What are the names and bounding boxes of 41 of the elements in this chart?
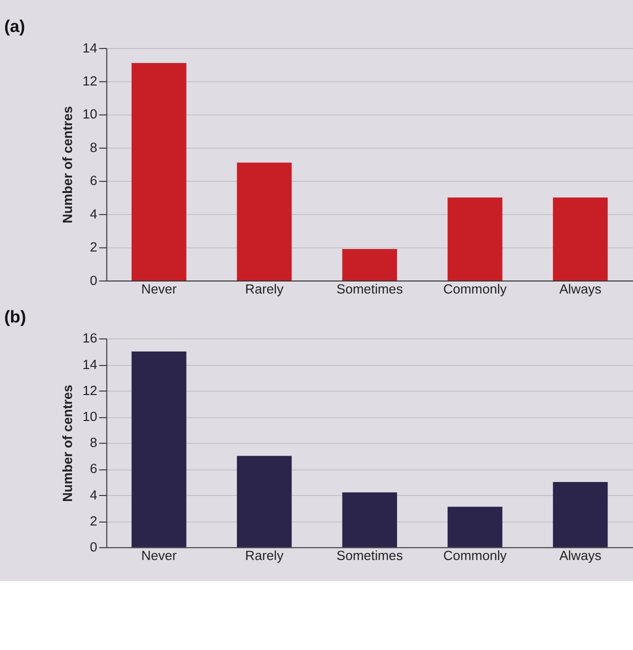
y-tick-label: 8 <box>90 435 98 450</box>
bar <box>552 482 608 548</box>
bar <box>552 197 608 281</box>
y-tick-label: 2 <box>90 513 98 528</box>
x-tick-label: Sometimes <box>336 281 404 296</box>
x-tick-label: Never <box>141 281 178 296</box>
y-tick-label: 12 <box>82 74 98 89</box>
y-tick-label: 6 <box>90 173 98 188</box>
y-tick-label: 16 <box>82 330 98 346</box>
y-tick-label: 14 <box>82 356 98 372</box>
y-tick-label: 12 <box>82 382 98 398</box>
bar <box>132 351 186 548</box>
y-axis-title: Number of centres <box>60 106 76 224</box>
x-tick-label: Rarely <box>245 548 284 564</box>
y-tick-label: 0 <box>90 272 98 288</box>
y-tick-label: 8 <box>90 140 98 155</box>
y-tick-label: 2 <box>90 240 98 255</box>
bar <box>236 456 292 548</box>
bar <box>448 197 502 281</box>
y-tick-label: 4 <box>90 206 98 222</box>
bar <box>448 506 502 548</box>
x-tick-label: Always <box>559 548 602 564</box>
x-tick-label: Commonly <box>443 548 508 564</box>
bar <box>342 492 398 548</box>
bar <box>132 62 186 281</box>
x-tick-label: Always <box>559 281 602 296</box>
x-tick-label: Sometimes <box>336 548 404 564</box>
y-tick-label: 14 <box>82 40 98 56</box>
chart-title: (a) <box>4 16 26 36</box>
y-tick-label: 4 <box>90 487 98 502</box>
x-tick-label: Never <box>141 548 178 564</box>
y-axis-title: Number of centres <box>60 384 76 502</box>
bar <box>236 162 292 281</box>
y-tick-label: 10 <box>82 106 98 122</box>
x-tick-label: Rarely <box>245 281 284 296</box>
bar <box>342 248 398 281</box>
y-tick-label: 10 <box>82 408 98 424</box>
y-tick-label: 6 <box>90 461 98 476</box>
chart-title: (b) <box>4 307 26 326</box>
x-tick-label: Commonly <box>443 281 508 296</box>
y-tick-label: 0 <box>90 539 98 554</box>
